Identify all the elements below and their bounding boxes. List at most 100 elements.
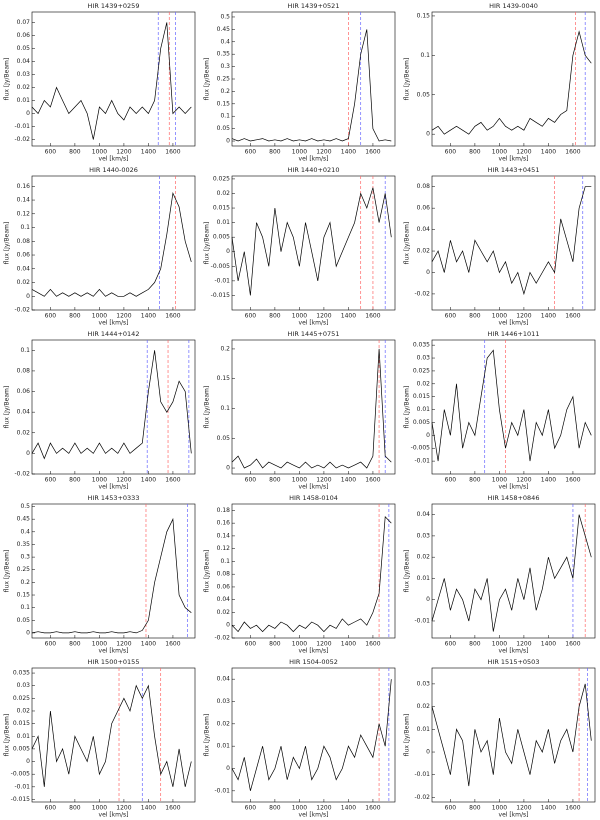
y-tick-label: 0.14 bbox=[217, 532, 231, 539]
plot-frame bbox=[431, 503, 596, 639]
panel: HIR 1453+0333 600 800 1000 1200 1400 1600 0 0.05… bbox=[4, 494, 196, 655]
x-axis-label: vel [km/s] bbox=[299, 484, 329, 491]
panel-title: HIR 1439+0521 bbox=[288, 2, 340, 10]
y-tick-label: 0.03 bbox=[17, 71, 31, 78]
y-axis-label: flux [Jy/Beam] bbox=[4, 550, 11, 592]
y-tick-label: 0.1 bbox=[20, 224, 30, 231]
panel: HIR 1440-0026 600 800 1000 1200 1400 1600 -0.02… bbox=[4, 166, 196, 327]
x-tick-label: 1600 bbox=[565, 313, 580, 320]
x-tick-label: 1600 bbox=[165, 313, 180, 320]
y-tick-label: -0.005 bbox=[211, 263, 231, 270]
spectrum-line bbox=[231, 679, 392, 791]
x-tick-label: 600 bbox=[245, 805, 257, 812]
y-tick-label: 0.05 bbox=[417, 91, 431, 98]
x-tick-label: 800 bbox=[269, 477, 281, 484]
panel: HIR 1439-0040 600 800 1000 1200 1400 1600 0 0.05… bbox=[404, 2, 596, 163]
x-axis-label: vel [km/s] bbox=[499, 320, 529, 327]
panel: HIR 1439+0259 600 800 1000 1200 1400 1600 -0.02… bbox=[4, 2, 196, 163]
y-tick-label: -0.015 bbox=[211, 292, 231, 299]
x-tick-label: 1400 bbox=[141, 149, 156, 156]
y-axis-label: flux [Jy/Beam] bbox=[204, 58, 211, 100]
plot-frame bbox=[231, 503, 396, 639]
y-tick-label: 0.05 bbox=[17, 45, 31, 52]
y-tick-label: 0.12 bbox=[217, 545, 231, 552]
panel: HIR 1443+0451 600 800 1000 1200 1400 1600 -0.02… bbox=[404, 166, 596, 327]
panel: HIR 1444+0142 600 800 1000 1200 1400 1600 -0.02… bbox=[4, 330, 196, 491]
x-tick-label: 1600 bbox=[365, 641, 380, 648]
x-tick-label: 1000 bbox=[292, 641, 307, 648]
y-tick-label: 0.4 bbox=[220, 38, 230, 45]
y-tick-label: -0.02 bbox=[14, 136, 30, 143]
y-tick-label: 0 bbox=[426, 432, 430, 439]
y-tick-label: 0.07 bbox=[17, 19, 31, 26]
y-tick-label: -0.01 bbox=[414, 771, 430, 778]
y-tick-label: 0.035 bbox=[13, 670, 30, 677]
y-tick-label: 0.04 bbox=[217, 596, 231, 603]
panel-title: HIR 1444+0142 bbox=[88, 330, 140, 338]
x-tick-label: 1400 bbox=[141, 805, 156, 812]
spectrum-line bbox=[31, 191, 192, 297]
x-tick-label: 800 bbox=[269, 805, 281, 812]
y-tick-label: 0.06 bbox=[17, 388, 31, 395]
spectrum-line bbox=[31, 684, 192, 787]
x-tick-label: 1400 bbox=[541, 477, 556, 484]
y-tick-label: -0.01 bbox=[214, 787, 230, 794]
y-tick-label: 0.02 bbox=[217, 190, 231, 197]
x-tick-label: 1400 bbox=[341, 313, 356, 320]
y-tick-label: -0.02 bbox=[14, 471, 30, 478]
x-tick-label: 1400 bbox=[341, 805, 356, 812]
panel-title: HIR 1446+1011 bbox=[488, 330, 540, 338]
y-tick-label: 0.005 bbox=[13, 745, 30, 752]
spectrum-line bbox=[31, 517, 192, 634]
y-tick-label: 0.04 bbox=[17, 265, 31, 272]
panel-title: HIR 1440+0210 bbox=[288, 166, 340, 174]
y-tick-label: 0.035 bbox=[413, 342, 430, 349]
y-tick-label: 0.03 bbox=[217, 698, 231, 705]
y-tick-label: 0.15 bbox=[417, 12, 431, 19]
y-tick-label: 0 bbox=[426, 596, 430, 603]
y-axis-label: flux [Jy/Beam] bbox=[204, 386, 211, 428]
y-tick-label: 0.1 bbox=[220, 558, 230, 565]
y-tick-label: 0.3 bbox=[20, 554, 30, 561]
y-tick-label: 0.06 bbox=[217, 583, 231, 590]
y-tick-label: 0.2 bbox=[220, 345, 230, 352]
panel-title: HIR 1439+0259 bbox=[88, 2, 140, 10]
y-tick-label: 0.025 bbox=[213, 175, 230, 182]
y-tick-label: 0.08 bbox=[417, 183, 431, 190]
y-tick-label: 0 bbox=[26, 758, 30, 765]
x-tick-label: 600 bbox=[245, 149, 257, 156]
y-tick-label: 0.025 bbox=[413, 367, 430, 374]
x-tick-label: 1600 bbox=[165, 805, 180, 812]
x-tick-label: 600 bbox=[45, 805, 57, 812]
y-axis-label: flux [Jy/Beam] bbox=[4, 222, 11, 264]
x-axis-label: vel [km/s] bbox=[299, 648, 329, 655]
y-tick-label: 0.02 bbox=[17, 84, 31, 91]
x-tick-label: 1200 bbox=[516, 313, 531, 320]
panel-title: HIR 1458-0104 bbox=[289, 494, 338, 502]
spectrum-line bbox=[231, 187, 392, 296]
spectrum-line bbox=[431, 514, 592, 632]
y-tick-label: -0.005 bbox=[11, 771, 31, 778]
y-axis-label: flux [Jy/Beam] bbox=[204, 222, 211, 264]
y-tick-label: 0.15 bbox=[17, 592, 31, 599]
y-tick-label: 0.12 bbox=[17, 210, 31, 217]
plot-frame bbox=[231, 339, 396, 475]
x-tick-label: 800 bbox=[269, 641, 281, 648]
y-tick-label: 0.02 bbox=[417, 554, 431, 561]
y-tick-label: 0.01 bbox=[217, 219, 231, 226]
y-tick-label: 0.02 bbox=[417, 248, 431, 255]
x-tick-label: 1200 bbox=[116, 641, 131, 648]
x-tick-label: 800 bbox=[469, 805, 481, 812]
y-tick-label: 0 bbox=[226, 465, 230, 472]
panel-title: HIR 1443+0451 bbox=[488, 166, 540, 174]
x-tick-label: 600 bbox=[445, 805, 457, 812]
y-tick-label: 0.16 bbox=[217, 520, 231, 527]
x-tick-label: 1600 bbox=[565, 477, 580, 484]
x-tick-label: 800 bbox=[469, 149, 481, 156]
x-tick-label: 600 bbox=[45, 641, 57, 648]
y-tick-label: 0.01 bbox=[17, 97, 31, 104]
y-tick-label: 0.1 bbox=[420, 52, 430, 59]
y-tick-label: 0.02 bbox=[17, 429, 31, 436]
y-tick-label: -0.01 bbox=[214, 277, 230, 284]
x-tick-label: 1000 bbox=[92, 313, 107, 320]
